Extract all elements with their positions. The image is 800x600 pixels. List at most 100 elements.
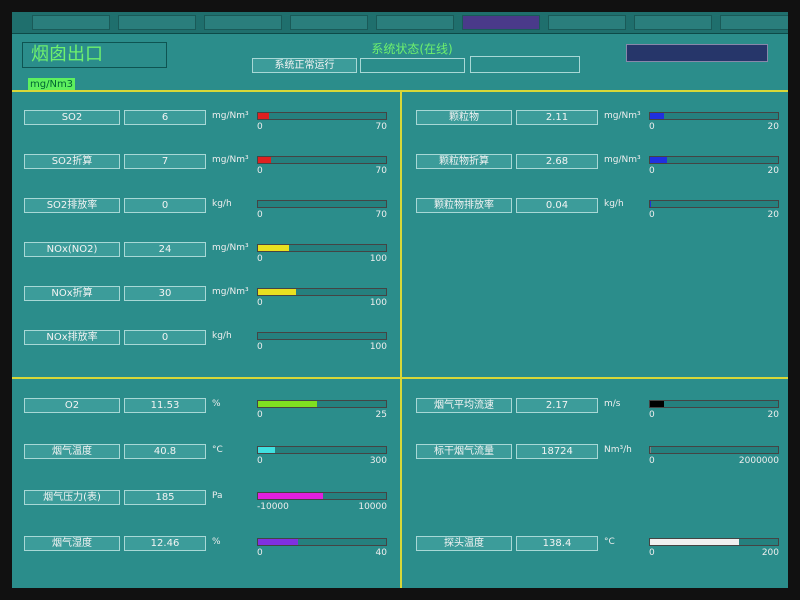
param-value: 7 [124, 154, 206, 169]
bar-min: 0 [649, 210, 655, 220]
param-label: NOx折算 [24, 286, 120, 301]
bar-max: 70 [375, 122, 387, 132]
param-unit: °C [212, 445, 223, 455]
bar-fill [650, 447, 652, 453]
bar-fill [258, 539, 298, 545]
bar-min: 0 [257, 122, 263, 132]
bar-track [649, 446, 779, 454]
param-unit: mg/Nm³ [212, 243, 249, 253]
bar-min: -10000 [257, 502, 289, 512]
param-unit: % [212, 537, 221, 547]
param-unit: mg/Nm³ [212, 155, 249, 165]
param-label: SO2排放率 [24, 198, 120, 213]
param-value: 30 [124, 286, 206, 301]
param-label: 标干烟气流量 [416, 444, 512, 459]
bar-fill [258, 493, 324, 499]
param-unit: Nm³/h [604, 445, 632, 455]
bar-track [257, 112, 387, 120]
param-label: 烟气平均流速 [416, 398, 512, 413]
param-unit: mg/Nm³ [212, 111, 249, 121]
param-value: 0.04 [516, 198, 598, 213]
bar-fill [650, 539, 739, 545]
nav-tab [462, 15, 540, 30]
bar-max: 2000000 [738, 456, 779, 466]
param-unit: °C [604, 537, 615, 547]
bar-max: 100 [369, 254, 387, 264]
bar-min: 0 [649, 122, 655, 132]
param-unit: kg/h [604, 199, 624, 209]
param-label: SO2 [24, 110, 120, 125]
nav-tab [118, 15, 196, 30]
param-label: NOx(NO2) [24, 242, 120, 257]
param-value: 2.68 [516, 154, 598, 169]
bar-track [257, 400, 387, 408]
bar-fill [258, 245, 289, 251]
bar-min: 0 [257, 210, 263, 220]
bar-fill [258, 401, 318, 407]
param-unit: mg/Nm³ [212, 287, 249, 297]
status-text: 系统正常运行 [252, 58, 357, 73]
status-title: 系统状态(在线) [371, 42, 453, 56]
bar-max: 200 [761, 548, 779, 558]
bar-min: 0 [649, 548, 655, 558]
param-label: 探头温度 [416, 536, 512, 551]
param-label: 颗粒物排放率 [416, 198, 512, 213]
status-field [360, 58, 465, 73]
param-label: NOx排放率 [24, 330, 120, 345]
bar-min: 0 [257, 254, 263, 264]
param-value: 185 [124, 490, 206, 505]
param-unit: m/s [604, 399, 621, 409]
param-label: 颗粒物折算 [416, 154, 512, 169]
param-unit: mg/Nm³ [604, 155, 641, 165]
bar-max: 20 [767, 210, 779, 220]
bar-track [257, 446, 387, 454]
bar-max: 20 [767, 122, 779, 132]
divider [400, 90, 402, 588]
param-label: 烟气温度 [24, 444, 120, 459]
bar-track [257, 332, 387, 340]
param-label: SO2折算 [24, 154, 120, 169]
bar-max: 100 [369, 298, 387, 308]
unit-tag: mg/Nm3 [28, 78, 76, 91]
param-value: 0 [124, 198, 206, 213]
status-field [470, 56, 580, 73]
bar-max: 70 [375, 210, 387, 220]
bar-min: 0 [257, 410, 263, 420]
bar-max: 40 [375, 548, 387, 558]
bar-fill [258, 113, 269, 119]
bar-track [649, 200, 779, 208]
nav-tab [634, 15, 712, 30]
nav-tab [720, 15, 788, 30]
nav-tab [290, 15, 368, 30]
param-label: 烟气湿度 [24, 536, 120, 551]
bar-min: 0 [257, 342, 263, 352]
bar-fill [258, 157, 271, 163]
param-label: 颗粒物 [416, 110, 512, 125]
bar-fill [258, 447, 276, 453]
param-value: 6 [124, 110, 206, 125]
nav-tab [204, 15, 282, 30]
param-value: 138.4 [516, 536, 598, 551]
param-label: 烟气压力(表) [24, 490, 120, 505]
bar-track [649, 400, 779, 408]
param-value: 24 [124, 242, 206, 257]
bar-fill [650, 401, 664, 407]
bar-fill [650, 113, 664, 119]
nav-tab [32, 15, 110, 30]
nav-tab [548, 15, 626, 30]
bar-min: 0 [649, 410, 655, 420]
bar-track [257, 156, 387, 164]
bar-track [649, 112, 779, 120]
bar-max: 70 [375, 166, 387, 176]
param-value: 2.11 [516, 110, 598, 125]
bar-max: 25 [375, 410, 387, 420]
bar-track [649, 156, 779, 164]
bar-track [257, 200, 387, 208]
bar-max: 20 [767, 410, 779, 420]
param-unit: mg/Nm³ [604, 111, 641, 121]
bar-min: 0 [257, 456, 263, 466]
title-box: 烟囱出口 [22, 42, 167, 68]
param-unit: % [212, 399, 221, 409]
param-unit: Pa [212, 491, 223, 501]
bar-track [257, 288, 387, 296]
